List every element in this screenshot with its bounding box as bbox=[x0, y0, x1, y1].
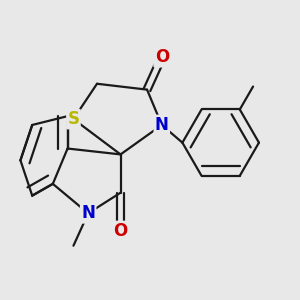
Text: S: S bbox=[68, 110, 80, 128]
Text: O: O bbox=[155, 48, 169, 66]
Text: N: N bbox=[155, 116, 169, 134]
Text: N: N bbox=[81, 204, 95, 222]
Text: O: O bbox=[113, 222, 128, 240]
